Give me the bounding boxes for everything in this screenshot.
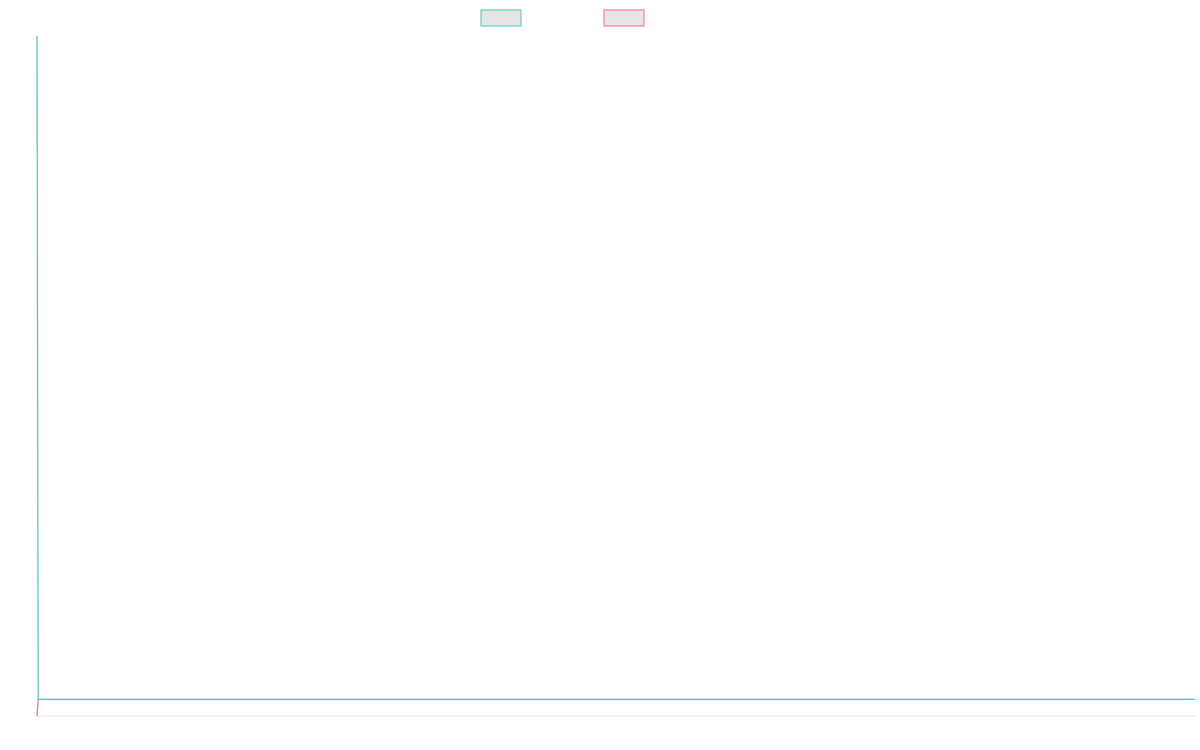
legend [480, 9, 645, 27]
series-line-1 [36, 35, 1195, 700]
legend-swatch-1[interactable] [480, 9, 522, 27]
series-layer [36, 35, 1195, 717]
legend-swatch-2[interactable] [603, 9, 645, 27]
series-line-2 [36, 699, 39, 717]
